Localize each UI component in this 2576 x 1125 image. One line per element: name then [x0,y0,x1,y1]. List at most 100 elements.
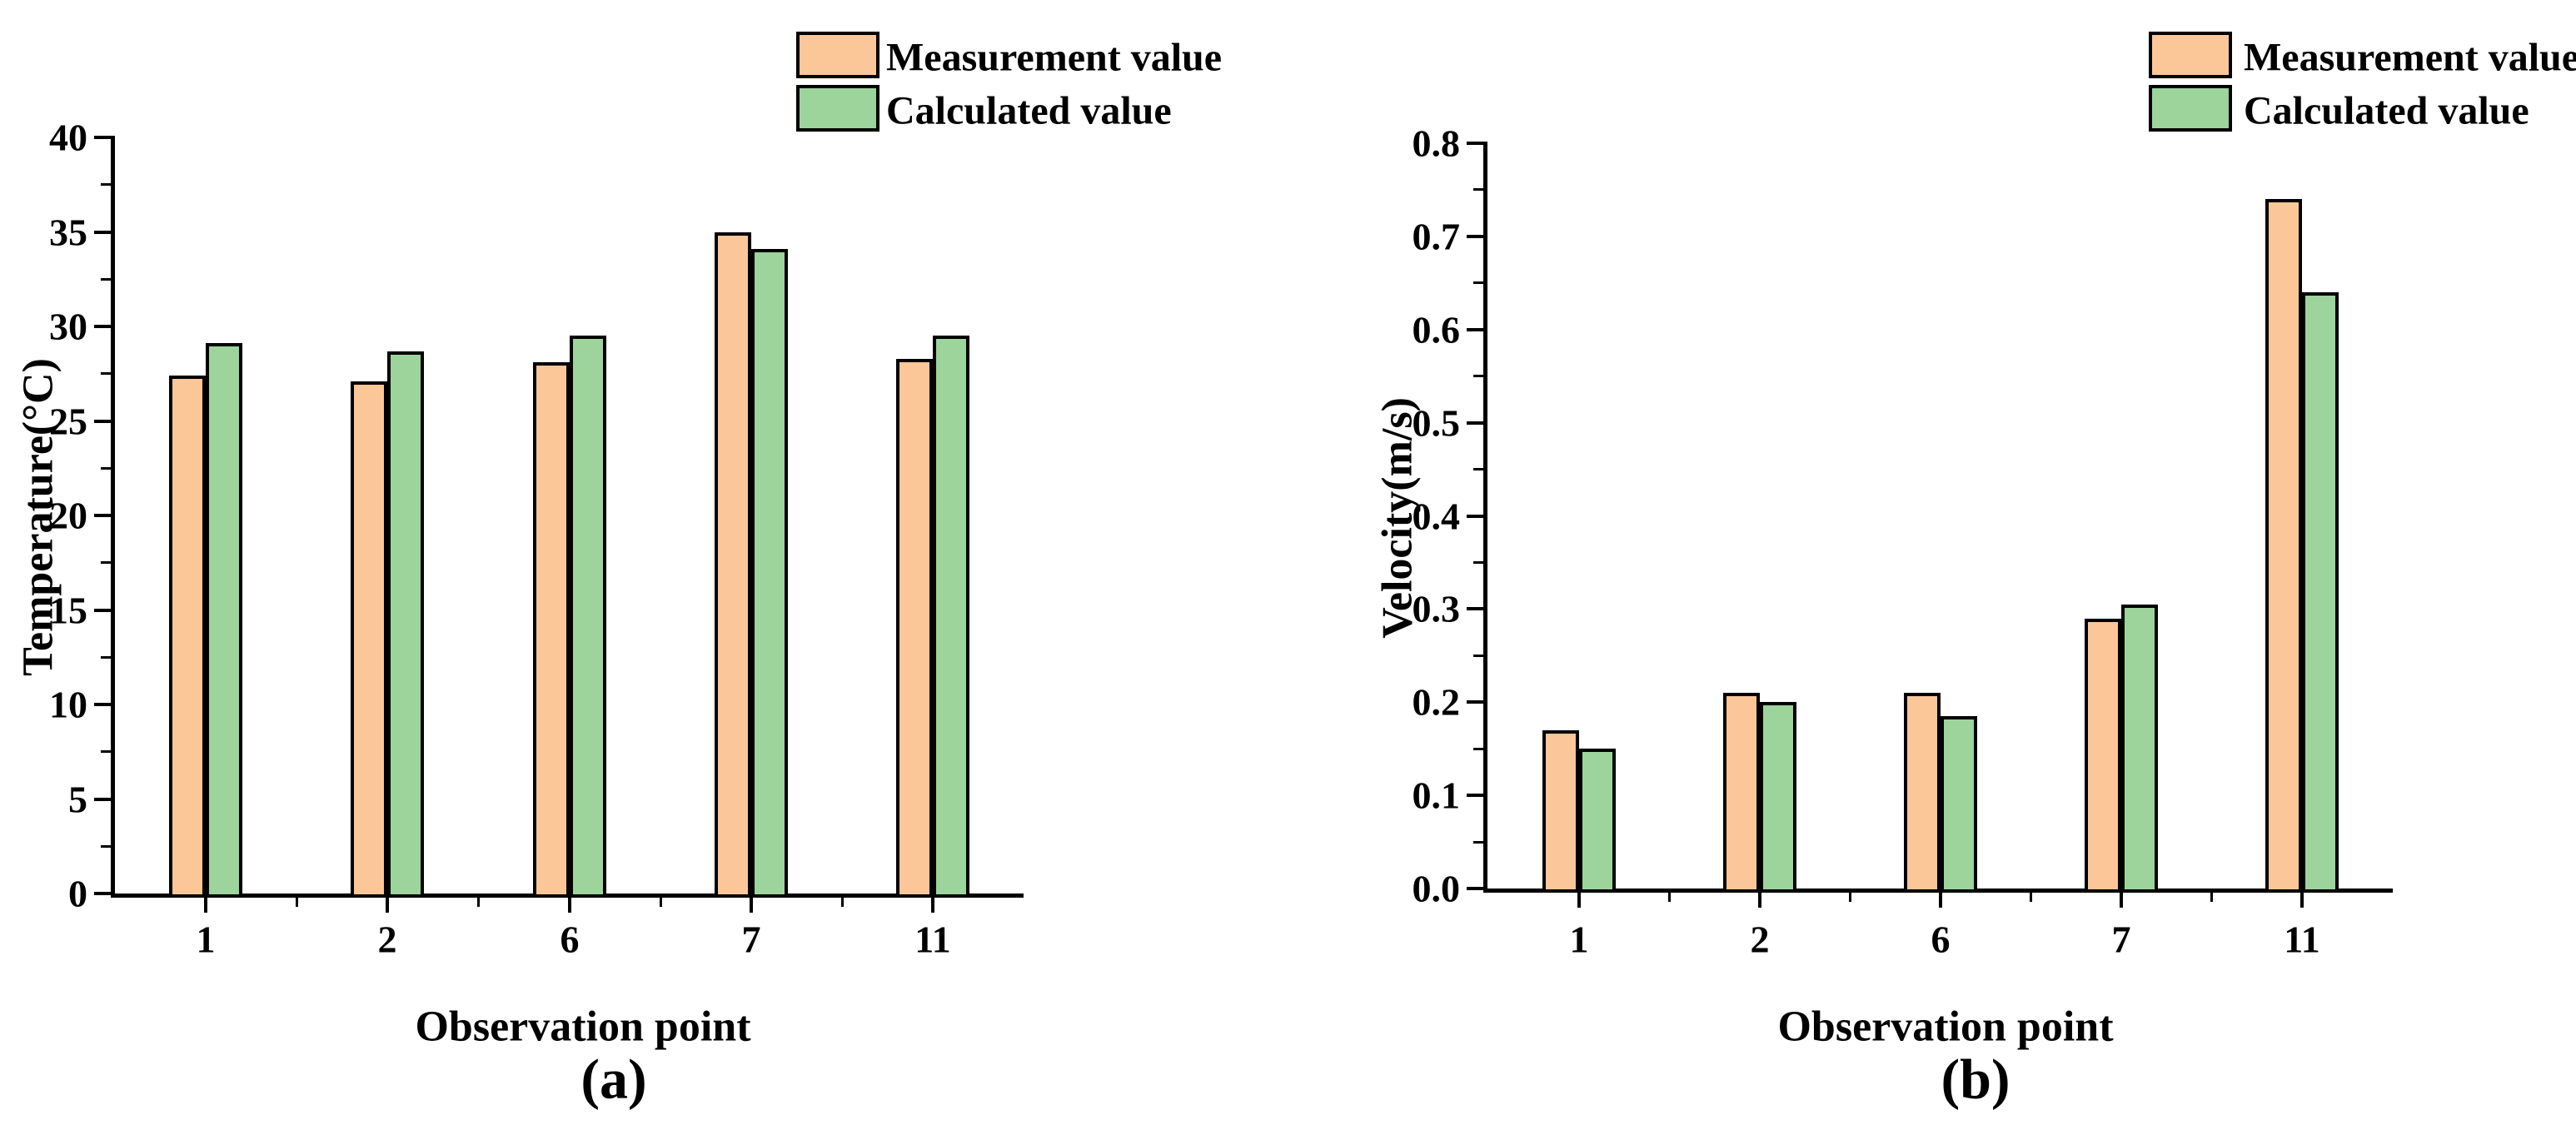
x-tick-label: 2 [1750,918,1770,961]
y-minor-tick [101,183,111,187]
y-tick-label: 30 [49,305,87,348]
x-tick-label: 11 [2284,918,2320,961]
y-major-tick [94,608,111,612]
y-axis-line [111,136,115,898]
x-major-tick [204,898,207,913]
y-tick-label: 35 [49,211,87,253]
y-tick-label: 0.8 [1412,122,1461,165]
bar-calculated [933,336,969,898]
y-major-tick [1467,700,1483,704]
bar-calculated [1760,702,1796,893]
bar-measurement [351,381,387,898]
bar-measurement [715,231,751,898]
y-minor-tick [101,466,111,470]
y-minor-tick [1473,654,1483,657]
bar-measurement [533,362,570,898]
x-major-tick [1939,893,1942,908]
y-major-tick [94,136,111,139]
y-tick-label: 25 [49,400,87,442]
y-tick-label: 0.5 [1412,401,1461,445]
x-major-tick [568,898,571,913]
x-major-tick [386,898,389,913]
bar-calculated [1941,716,1977,893]
y-tick-label: 0.4 [1412,495,1461,537]
bar-measurement [1904,693,1941,893]
y-minor-tick [101,655,111,659]
panel-label: (a) [580,1047,647,1111]
bar-measurement [1542,729,1579,893]
x-tick-label: 6 [560,918,580,961]
x-axis-title: Observation point [415,1003,751,1051]
legend-swatch-calculated [2149,85,2232,132]
y-tick-label: 10 [49,683,87,726]
y-tick-label: 0.0 [1412,867,1461,910]
y-major-tick [94,892,111,895]
x-major-tick [1758,893,1761,908]
y-major-tick [94,419,111,423]
y-minor-tick [1473,375,1483,378]
legend-swatch-measurement [2149,32,2232,78]
x-major-tick [750,898,753,913]
y-tick-label: 20 [49,494,87,537]
bar-calculated [2121,604,2158,893]
y-minor-tick [1473,747,1483,750]
x-axis-title: Observation point [1777,1003,2114,1051]
y-tick-label: 5 [68,778,87,820]
y-minor-tick [101,561,111,565]
y-major-tick [1467,607,1483,611]
y-minor-tick [101,750,111,754]
x-tick-label: 2 [377,918,397,961]
legend-label-calculated: Calculated value [2244,88,2529,133]
x-tick-label: 6 [1931,918,1951,961]
bar-calculated [570,336,606,898]
x-major-tick [2300,893,2304,908]
y-minor-tick [1473,840,1483,844]
bar-measurement [169,376,206,898]
bar-calculated [751,248,788,898]
x-major-tick [931,898,934,913]
x-minor-tick [659,898,662,907]
y-tick-label: 0.1 [1412,774,1461,817]
y-major-tick [1467,234,1483,238]
y-minor-tick [1473,560,1483,564]
x-minor-tick [2030,893,2032,902]
y-tick-label: 40 [49,116,87,159]
bar-calculated [387,351,424,898]
bar-calculated [1579,749,1616,893]
x-minor-tick [1849,893,1851,902]
x-major-tick [2120,893,2123,908]
x-major-tick [1577,893,1581,908]
legend-swatch-calculated [796,85,879,132]
bar-calculated [206,343,242,898]
y-minor-tick [101,277,111,281]
y-major-tick [1467,421,1483,425]
y-major-tick [1467,142,1483,145]
y-tick-label: 0 [68,872,87,915]
y-minor-tick [101,372,111,376]
bar-measurement [2265,199,2302,893]
x-minor-tick [1668,893,1671,902]
y-minor-tick [1473,468,1483,471]
bar-measurement [2085,618,2121,893]
y-minor-tick [1473,281,1483,285]
y-major-tick [94,514,111,517]
y-major-tick [94,703,111,706]
y-major-tick [94,230,111,234]
bar-measurement [896,358,933,898]
x-tick-label: 1 [1569,918,1589,961]
y-tick-label: 0.3 [1412,587,1461,630]
legend-label-calculated: Calculated value [886,88,1172,133]
legend-swatch-measurement [796,32,879,78]
x-minor-tick [477,898,480,907]
y-minor-tick [1473,188,1483,192]
y-major-tick [1467,327,1483,331]
x-minor-tick [2210,893,2213,902]
y-major-tick [1467,794,1483,798]
bar-measurement [1723,693,1760,893]
x-tick-label: 11 [914,918,951,961]
y-axis-line [1483,142,1487,893]
x-minor-tick [840,898,844,907]
y-major-tick [94,797,111,801]
x-tick-label: 7 [741,918,761,961]
